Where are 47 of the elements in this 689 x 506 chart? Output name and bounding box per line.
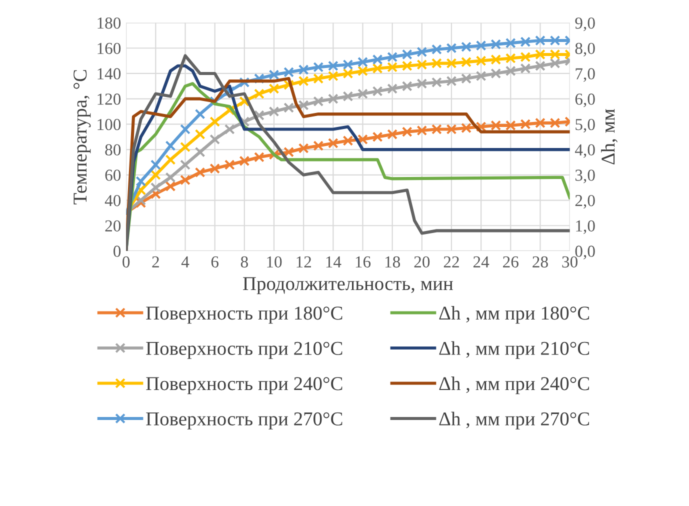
y-tick-label: 80 xyxy=(105,144,121,156)
x-tick-label: 26 xyxy=(503,256,518,268)
x-tick-label: 12 xyxy=(296,256,311,268)
x-tick-label: 8 xyxy=(240,256,248,268)
x-tick-label: 6 xyxy=(211,256,218,268)
x-tick-label: 10 xyxy=(267,256,282,268)
y-tick-label: 140 xyxy=(98,68,121,80)
y2-axis-title: Δh, мм xyxy=(601,109,618,164)
y-tick-label: 60 xyxy=(105,170,121,181)
x-tick-label: 14 xyxy=(326,256,342,268)
x-tick-label: 0 xyxy=(122,256,130,268)
legend-label: Δh , мм при 180°С xyxy=(439,306,590,324)
y-tick-label: 40 xyxy=(104,194,121,206)
y2-tick-label: 7,0 xyxy=(576,68,595,82)
y2-tick-label: 6,0 xyxy=(575,94,595,108)
legend-label: Δh , мм при 240°С xyxy=(439,376,590,394)
x-tick-label: 4 xyxy=(181,256,190,268)
x-tick-label: 2 xyxy=(152,256,159,268)
legend-label: Поверхность при 270°С xyxy=(146,412,342,430)
legend-label: Δh , мм при 210°С xyxy=(439,341,590,359)
x-tick-label: 18 xyxy=(385,256,400,268)
y2-tick-label: 3,0 xyxy=(575,170,595,184)
y2-tick-label: 8,0 xyxy=(575,42,595,56)
y2-tick-label: 5,0 xyxy=(576,118,595,133)
y2-tick-label: 2,0 xyxy=(575,194,595,209)
x-tick-label: 24 xyxy=(473,256,490,268)
x-tick-label: 16 xyxy=(356,256,371,268)
legend-label: Поверхность при 180°С xyxy=(146,306,342,324)
x-tick-label: 28 xyxy=(532,256,548,268)
y2-tick-label: 1,0 xyxy=(576,220,595,234)
y2-tick-label: 9,0 xyxy=(575,17,595,32)
y-tick-label: 180 xyxy=(98,17,121,29)
y-axis-title: Температура, °С xyxy=(74,70,91,204)
y-tick-label: 100 xyxy=(98,118,121,130)
legend-label: Поверхность при 210°С xyxy=(146,342,342,359)
x-tick-label: 22 xyxy=(444,256,459,268)
legend-label: Δh , мм при 270°С xyxy=(439,412,590,430)
x-tick-label: 20 xyxy=(414,256,430,268)
y-tick-label: 120 xyxy=(98,94,121,105)
y-tick-label: 160 xyxy=(98,42,121,54)
y-tick-label: 0 xyxy=(114,246,121,257)
y2-tick-label: 0,0 xyxy=(575,246,595,260)
x-axis-title: Продолжительность, мин xyxy=(243,277,453,294)
y2-tick-label: 4,0 xyxy=(574,144,595,158)
legend-label: Поверхность при 240°С xyxy=(146,377,342,394)
y-tick-label: 20 xyxy=(105,220,121,232)
x-tick-label: 30 xyxy=(562,256,578,268)
